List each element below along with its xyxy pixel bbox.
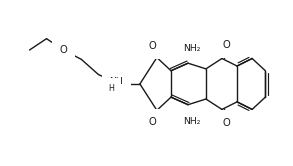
Text: NH₂: NH₂ [183,117,200,126]
Text: NH₂: NH₂ [183,44,200,53]
Text: O: O [223,40,231,50]
Text: O: O [59,45,67,55]
Text: H: H [109,84,115,93]
Text: NH: NH [110,77,123,86]
Text: O: O [148,41,156,51]
Text: O: O [148,117,156,127]
Text: O: O [223,118,231,128]
